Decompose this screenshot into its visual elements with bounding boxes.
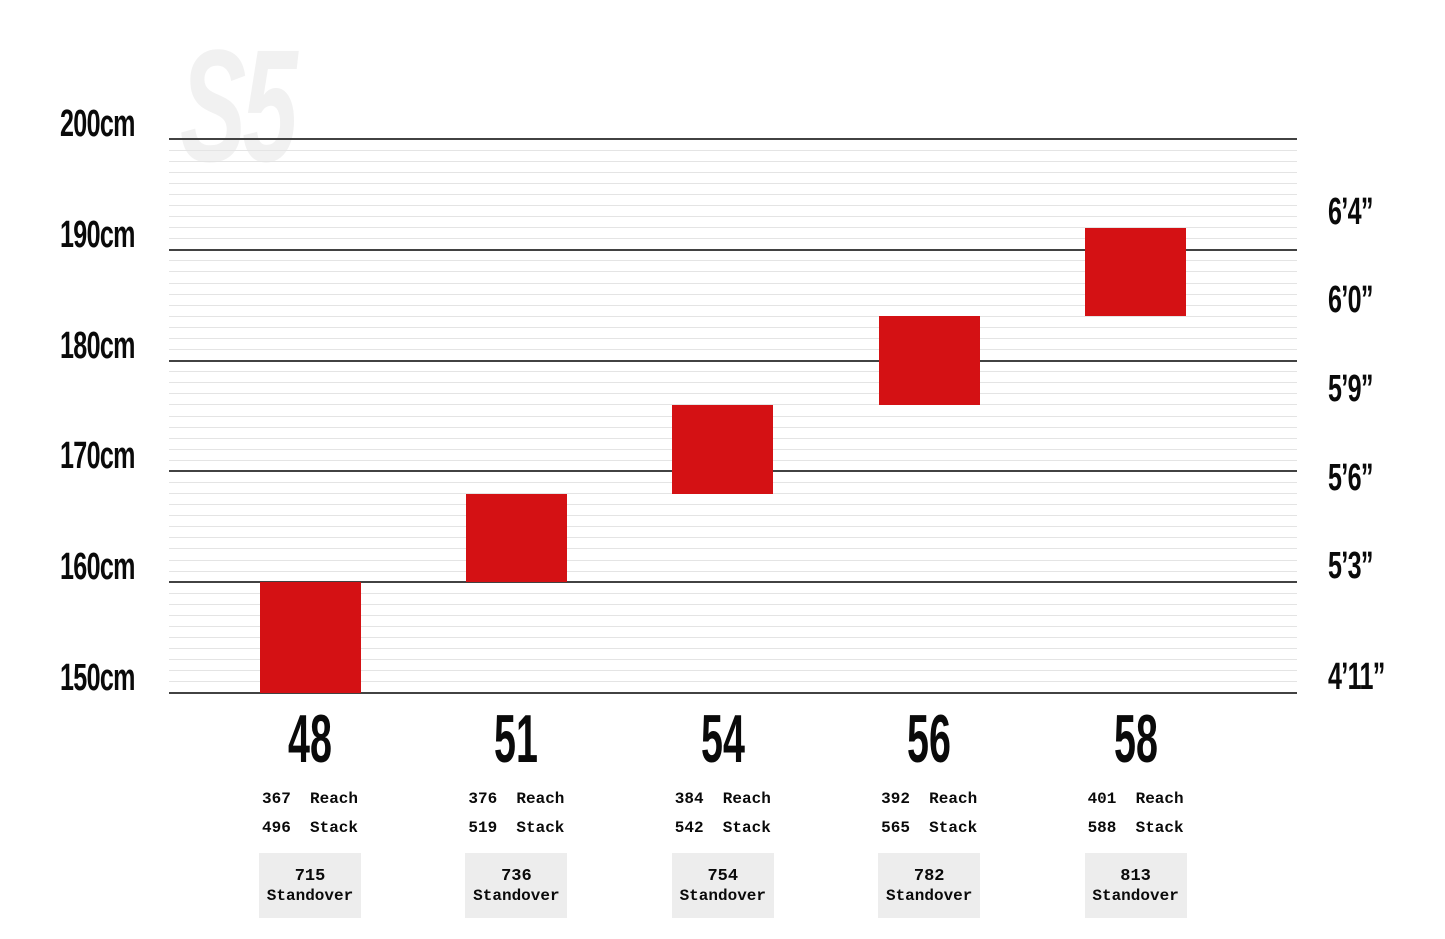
standover-label: Standover bbox=[266, 886, 354, 905]
stack-spec: 542 Stack bbox=[674, 819, 771, 837]
minor-gridline bbox=[169, 537, 1297, 539]
standover-value: 813 bbox=[1120, 866, 1151, 886]
stack-spec: 565 Stack bbox=[881, 819, 978, 837]
model-watermark: S5 bbox=[180, 16, 298, 195]
y-axis-tick-label: 190cm bbox=[60, 213, 135, 256]
reach-spec: 376 Reach bbox=[468, 790, 565, 808]
minor-gridline bbox=[169, 371, 1297, 373]
reach-spec: 392 Reach bbox=[881, 790, 978, 808]
imperial-tick-label: 5’3” bbox=[1328, 545, 1373, 588]
minor-gridline bbox=[169, 182, 1297, 184]
standover-label: Standover bbox=[473, 886, 560, 905]
y-axis-tick-label: 200cm bbox=[60, 103, 135, 145]
height-range-bar bbox=[259, 582, 361, 693]
height-range-bar bbox=[1085, 227, 1187, 317]
imperial-tick-label: 5’9” bbox=[1328, 367, 1373, 410]
y-axis-tick-label: 150cm bbox=[60, 657, 135, 699]
minor-gridline bbox=[169, 260, 1297, 262]
minor-gridline bbox=[169, 515, 1297, 517]
imperial-tick-label: 6’4” bbox=[1328, 190, 1373, 233]
standover-box: 782 Standover bbox=[878, 853, 981, 918]
reach-spec: 401 Reach bbox=[1087, 790, 1184, 808]
major-gridline bbox=[169, 692, 1297, 694]
stack-spec: 519 Stack bbox=[468, 819, 565, 837]
size-number-label: 51 bbox=[494, 701, 539, 777]
minor-gridline bbox=[169, 393, 1297, 395]
size-number-label: 48 bbox=[288, 701, 332, 777]
minor-gridline bbox=[169, 315, 1297, 317]
size-number-label: 56 bbox=[907, 701, 952, 777]
standover-label: Standover bbox=[1092, 886, 1179, 905]
minor-gridline bbox=[169, 603, 1297, 605]
standover-value: 715 bbox=[294, 866, 326, 886]
major-gridline bbox=[169, 138, 1297, 140]
y-axis-tick-label: 180cm bbox=[60, 324, 135, 367]
minor-gridline bbox=[169, 648, 1297, 650]
minor-gridline bbox=[169, 526, 1297, 528]
major-gridline bbox=[169, 359, 1297, 362]
major-gridline bbox=[169, 248, 1297, 251]
standover-value: 736 bbox=[501, 866, 532, 886]
standover-label: Standover bbox=[679, 886, 766, 905]
minor-gridline bbox=[169, 349, 1297, 351]
standover-box: 715 Standover bbox=[259, 853, 361, 918]
major-gridline bbox=[169, 581, 1297, 584]
minor-gridline bbox=[169, 637, 1297, 639]
minor-gridline bbox=[169, 614, 1297, 616]
minor-gridline bbox=[169, 504, 1297, 506]
minor-gridline bbox=[169, 592, 1297, 594]
standover-label: Standover bbox=[885, 886, 973, 905]
minor-gridline bbox=[169, 326, 1297, 328]
minor-gridline bbox=[169, 493, 1297, 495]
minor-gridline bbox=[169, 626, 1297, 628]
minor-gridline bbox=[169, 238, 1297, 240]
height-range-bar bbox=[878, 316, 980, 405]
minor-gridline bbox=[169, 227, 1297, 229]
minor-gridline bbox=[169, 171, 1297, 173]
standover-value: 754 bbox=[707, 866, 739, 886]
imperial-tick-label: 5’6” bbox=[1328, 456, 1373, 499]
minor-gridline bbox=[169, 659, 1297, 661]
minor-gridline bbox=[169, 681, 1297, 683]
size-number-label: 54 bbox=[700, 701, 745, 777]
imperial-tick-label: 6’0” bbox=[1328, 279, 1373, 322]
standover-box: 754 Standover bbox=[671, 853, 774, 918]
minor-gridline bbox=[169, 670, 1297, 672]
reach-spec: 367 Reach bbox=[261, 790, 358, 808]
minor-gridline bbox=[169, 204, 1297, 206]
minor-gridline bbox=[169, 559, 1297, 561]
minor-gridline bbox=[169, 382, 1297, 384]
imperial-tick-label: 4’11” bbox=[1328, 656, 1385, 698]
minor-gridline bbox=[169, 337, 1297, 339]
reach-spec: 384 Reach bbox=[674, 790, 771, 808]
y-axis-tick-label: 160cm bbox=[60, 546, 135, 589]
minor-gridline bbox=[169, 293, 1297, 295]
minor-gridline bbox=[169, 548, 1297, 550]
stack-spec: 496 Stack bbox=[261, 819, 358, 837]
minor-gridline bbox=[169, 570, 1297, 572]
minor-gridline bbox=[169, 271, 1297, 273]
stack-spec: 588 Stack bbox=[1087, 819, 1184, 837]
minor-gridline bbox=[169, 193, 1297, 195]
height-range-bar bbox=[465, 493, 567, 583]
standover-value: 782 bbox=[913, 866, 945, 886]
minor-gridline bbox=[169, 304, 1297, 306]
standover-box: 813 Standover bbox=[1084, 853, 1187, 918]
minor-gridline bbox=[169, 149, 1297, 151]
y-axis-tick-label: 170cm bbox=[60, 435, 135, 478]
standover-box: 736 Standover bbox=[465, 853, 568, 918]
minor-gridline bbox=[169, 282, 1297, 284]
minor-gridline bbox=[169, 216, 1297, 218]
height-range-bar bbox=[672, 404, 774, 494]
minor-gridline bbox=[169, 160, 1297, 162]
size-number-label: 58 bbox=[1113, 701, 1158, 777]
